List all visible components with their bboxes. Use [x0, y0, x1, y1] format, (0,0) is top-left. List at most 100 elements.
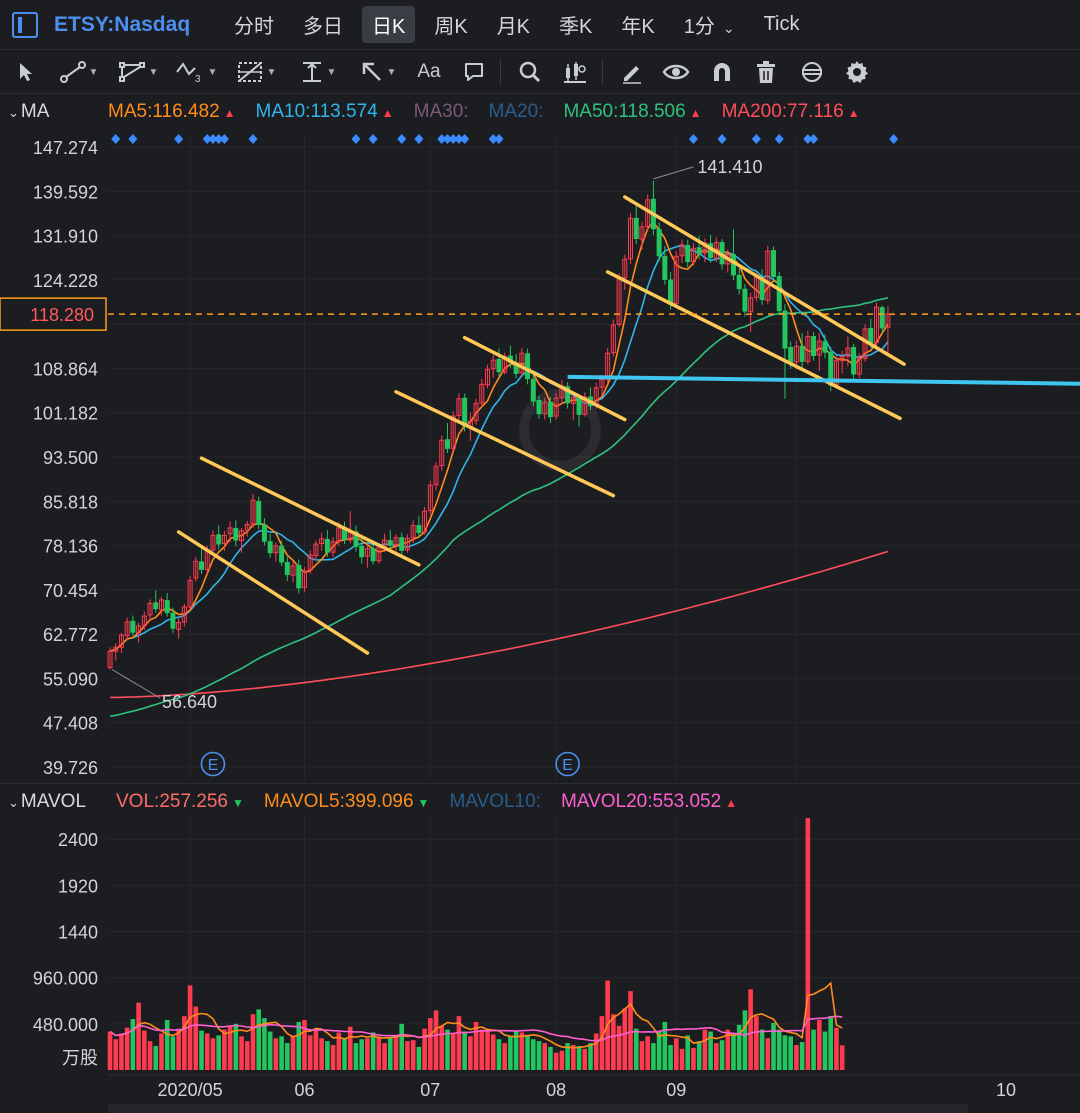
volume-bar — [708, 1031, 713, 1070]
candle-body — [776, 276, 782, 312]
volume-bar — [519, 1032, 525, 1070]
signal-marker-icon — [494, 134, 504, 144]
candle-body — [227, 527, 233, 535]
ma-legend: ⌄ MA MA5:116.482 ▲ MA10:113.574 ▲ MA30: MA20: M… — [0, 97, 1080, 127]
candle-body — [839, 356, 845, 362]
volume-bar — [788, 1036, 793, 1070]
fib-icon[interactable]: ▼ — [232, 57, 280, 87]
volume-bar — [307, 1035, 313, 1070]
volume-bar — [370, 1032, 376, 1070]
gear-icon[interactable] — [842, 57, 872, 87]
magnet-icon[interactable] — [708, 57, 736, 87]
comment-icon[interactable] — [460, 57, 488, 87]
toolbar-separator — [602, 60, 603, 84]
candle-body — [570, 397, 576, 404]
tab-1[interactable]: 多日 — [293, 6, 353, 43]
arrow-down-icon: ▼ — [232, 796, 244, 810]
candle-body — [805, 336, 811, 362]
volume-bar — [342, 1038, 347, 1070]
trash-icon[interactable] — [752, 57, 780, 87]
tab-6[interactable]: 年K — [611, 6, 664, 43]
search-icon[interactable] — [516, 57, 544, 87]
eye-icon[interactable] — [660, 57, 692, 87]
tab-8[interactable]: Tick — [754, 9, 810, 40]
tab-0[interactable]: 分时 — [224, 6, 284, 43]
ticker-symbol[interactable]: ETSY:Nasdaq — [54, 12, 191, 36]
candle-settings-icon[interactable] — [560, 57, 590, 87]
vol-toggle[interactable]: ⌄ MAVOL — [8, 791, 116, 813]
volume-bar — [193, 1006, 199, 1070]
volume-bar — [319, 1038, 324, 1070]
candle-body — [170, 612, 176, 629]
trendline — [199, 456, 421, 567]
line-icon[interactable]: ▼ — [56, 57, 102, 87]
volume-bar — [668, 1045, 673, 1070]
volume-bar — [508, 1036, 513, 1070]
tab-4[interactable]: 月K — [487, 6, 540, 43]
panel-toggle-icon[interactable] — [12, 11, 38, 38]
price-tick-label: 147.274 — [33, 138, 98, 158]
volume-bar — [714, 1043, 719, 1070]
candle-body — [410, 525, 416, 539]
pen-icon[interactable] — [618, 57, 646, 87]
tab-5[interactable]: 季K — [549, 6, 602, 43]
legend-name: MA30 — [413, 101, 464, 122]
wave-icon[interactable]: 3 ▼ — [172, 57, 220, 87]
candle-body — [393, 537, 399, 546]
candle-body — [250, 499, 256, 525]
signal-marker-icon — [889, 134, 899, 144]
volume-bar — [227, 1025, 233, 1070]
volume-bar — [582, 1048, 588, 1070]
volume-bar — [748, 989, 753, 1070]
candle-body — [364, 548, 370, 557]
volume-bar — [170, 1036, 176, 1070]
volume-bar — [347, 1026, 353, 1070]
volume-bar — [765, 1038, 771, 1070]
volume-bar — [839, 1045, 845, 1070]
volume-bar — [685, 1035, 691, 1070]
ma5-line — [109, 221, 889, 653]
candle-body — [164, 600, 170, 614]
volume-bar — [736, 1024, 742, 1070]
volume-bar — [794, 1045, 799, 1070]
volume-bar — [422, 1028, 427, 1070]
candle-body — [296, 564, 302, 589]
signal-marker-icon — [448, 134, 458, 144]
arrow-up-icon: ▲ — [689, 106, 702, 120]
text-icon[interactable]: Aa — [417, 61, 441, 82]
tab-label: 年K — [621, 16, 655, 38]
signal-marker-icon — [208, 134, 218, 144]
volume-bar — [771, 1022, 776, 1070]
ma-toggle[interactable]: ⌄ MA — [8, 101, 108, 123]
arrow-icon[interactable]: ▼ — [354, 57, 402, 87]
volume-bar — [776, 1029, 782, 1070]
candle-body — [599, 379, 605, 388]
candle-body — [416, 525, 422, 534]
time-tick-label: 2020/05 — [158, 1080, 223, 1100]
level-icon[interactable]: ▼ — [294, 57, 342, 87]
sync-icon[interactable] — [796, 57, 828, 87]
arrow-up-icon: ▲ — [847, 106, 860, 120]
volume-bar — [325, 1041, 330, 1070]
volume-bar — [588, 1043, 593, 1070]
price-grid — [108, 135, 1080, 1075]
tab-7[interactable]: 1分 ⌄ — [674, 6, 745, 43]
candle-body — [656, 228, 662, 257]
volume-bar — [336, 1032, 342, 1070]
candle-body — [136, 625, 142, 634]
candle-body — [490, 359, 496, 370]
price-tick-label: 47.408 — [43, 714, 98, 734]
period-tabs: 分时 多日 日K 周K 月K 季K 年K 1分 ⌄ Tick — [224, 6, 819, 43]
volume-tick-label: 1920 — [58, 876, 98, 896]
volume-bar — [502, 1043, 507, 1070]
signal-marker-icon — [368, 134, 378, 144]
volume-bar — [645, 1036, 650, 1070]
legend-ma10: MA10:113.574 ▲ — [255, 101, 394, 122]
volume-bar — [244, 1041, 250, 1070]
polyline-icon[interactable]: ▼ — [114, 57, 162, 87]
tab-2[interactable]: 日K — [362, 6, 416, 43]
signal-marker-icon — [774, 134, 784, 144]
tab-3[interactable]: 周K — [424, 6, 477, 43]
cursor-icon[interactable] — [14, 57, 38, 87]
